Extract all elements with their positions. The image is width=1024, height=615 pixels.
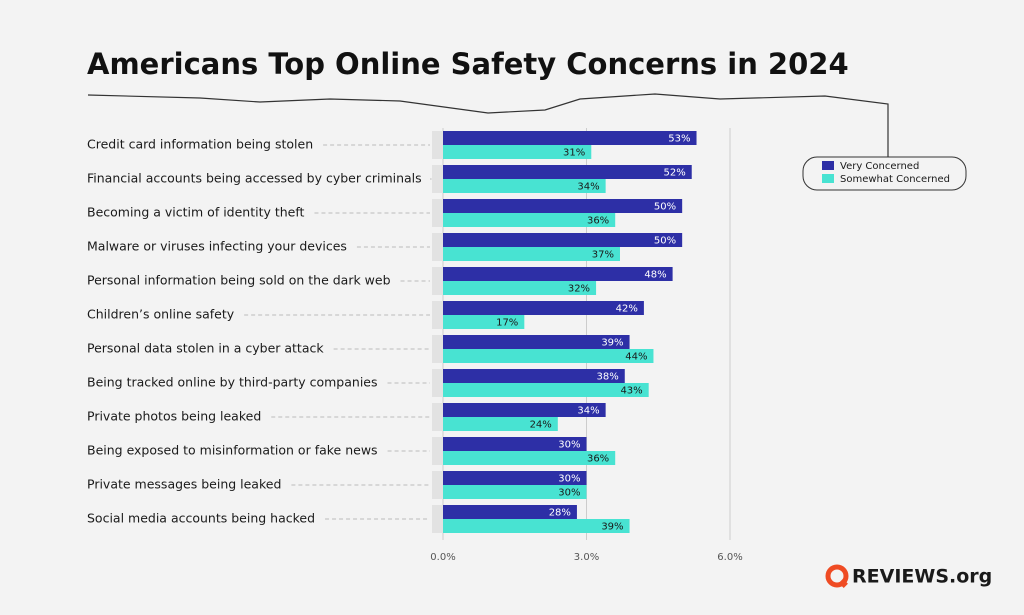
bar	[443, 451, 616, 465]
bar	[443, 267, 673, 281]
bar	[443, 145, 592, 159]
value-label: 50%	[654, 202, 676, 213]
x-tick-label: 0.0%	[430, 552, 455, 563]
row-bg	[432, 267, 443, 295]
x-tick-label: 6.0%	[717, 552, 742, 563]
value-label: 53%	[668, 134, 690, 145]
category-label: Social media accounts being hacked	[87, 511, 315, 526]
bar	[443, 315, 525, 329]
value-label: 43%	[620, 386, 642, 397]
category-label: Personal data stolen in a cyber attack	[87, 341, 324, 356]
chart-title: Americans Top Online Safety Concerns in …	[87, 47, 849, 81]
bar	[443, 485, 587, 499]
category-label: Financial accounts being accessed by cyb…	[87, 171, 422, 186]
legend: Very Concerned Somewhat Concerned	[822, 161, 950, 185]
bar	[443, 417, 558, 431]
category-label: Being tracked online by third-party comp…	[87, 375, 378, 390]
bar	[443, 383, 649, 397]
value-label: 30%	[558, 474, 580, 485]
bar	[443, 247, 620, 261]
bar	[443, 369, 625, 383]
bar	[443, 349, 654, 363]
value-label: 42%	[616, 304, 638, 315]
bar	[443, 505, 577, 519]
bar	[443, 471, 587, 485]
value-label: 38%	[597, 372, 619, 383]
value-label: 44%	[625, 352, 647, 363]
value-label: 34%	[577, 182, 599, 193]
bar	[443, 131, 697, 145]
value-label: 32%	[568, 284, 590, 295]
brand-logo: REVIEWS.org	[825, 564, 992, 588]
value-label: 48%	[644, 270, 666, 281]
row-bg	[432, 437, 443, 465]
category-label: Private messages being leaked	[87, 477, 281, 492]
category-label: Credit card information being stolen	[87, 137, 313, 152]
row-bg	[432, 369, 443, 397]
value-label: 28%	[549, 508, 571, 519]
legend-label: Somewhat Concerned	[840, 174, 950, 185]
bar	[443, 519, 630, 533]
bar	[443, 165, 692, 179]
category-label: Being exposed to misinformation or fake …	[87, 443, 378, 458]
value-label: 37%	[592, 250, 614, 261]
value-label: 36%	[587, 454, 609, 465]
x-tick-label: 3.0%	[574, 552, 599, 563]
brand-text: REVIEWS.org	[852, 566, 992, 588]
value-label: 30%	[558, 488, 580, 499]
value-label: 52%	[663, 168, 685, 179]
legend-label: Very Concerned	[840, 161, 919, 172]
bar	[443, 301, 644, 315]
row-bg	[432, 131, 443, 159]
row-bg	[432, 165, 443, 193]
bar	[443, 199, 683, 213]
value-label: 36%	[587, 216, 609, 227]
category-label: Malware or viruses infecting your device…	[87, 239, 347, 254]
value-label: 34%	[577, 406, 599, 417]
value-label: 24%	[530, 420, 552, 431]
value-label: 30%	[558, 440, 580, 451]
row-bg	[432, 301, 443, 329]
bar	[443, 179, 606, 193]
value-label: 31%	[563, 148, 585, 159]
value-label: 39%	[601, 338, 623, 349]
row-bg	[432, 335, 443, 363]
value-label: 17%	[496, 318, 518, 329]
plot: 0.0% 3.0% 6.0% Credit card information bein…	[87, 128, 743, 563]
row-bg	[432, 403, 443, 431]
bar	[443, 213, 616, 227]
row-bg	[432, 233, 443, 261]
bar	[443, 233, 683, 247]
category-label: Children’s online safety	[87, 307, 235, 322]
row-bg	[432, 199, 443, 227]
value-label: 50%	[654, 236, 676, 247]
legend-swatch	[822, 174, 834, 183]
legend-swatch	[822, 161, 834, 170]
decor-line	[87, 93, 889, 157]
category-label: Personal information being sold on the d…	[87, 273, 391, 288]
bar	[443, 335, 630, 349]
row-bg	[432, 505, 443, 533]
bar	[443, 403, 606, 417]
bar	[443, 281, 597, 295]
legend-box	[802, 156, 967, 191]
bar	[443, 437, 587, 451]
row-bg	[432, 471, 443, 499]
category-label: Becoming a victim of identity theft	[87, 205, 305, 220]
value-label: 39%	[601, 522, 623, 533]
category-label: Private photos being leaked	[87, 409, 261, 424]
